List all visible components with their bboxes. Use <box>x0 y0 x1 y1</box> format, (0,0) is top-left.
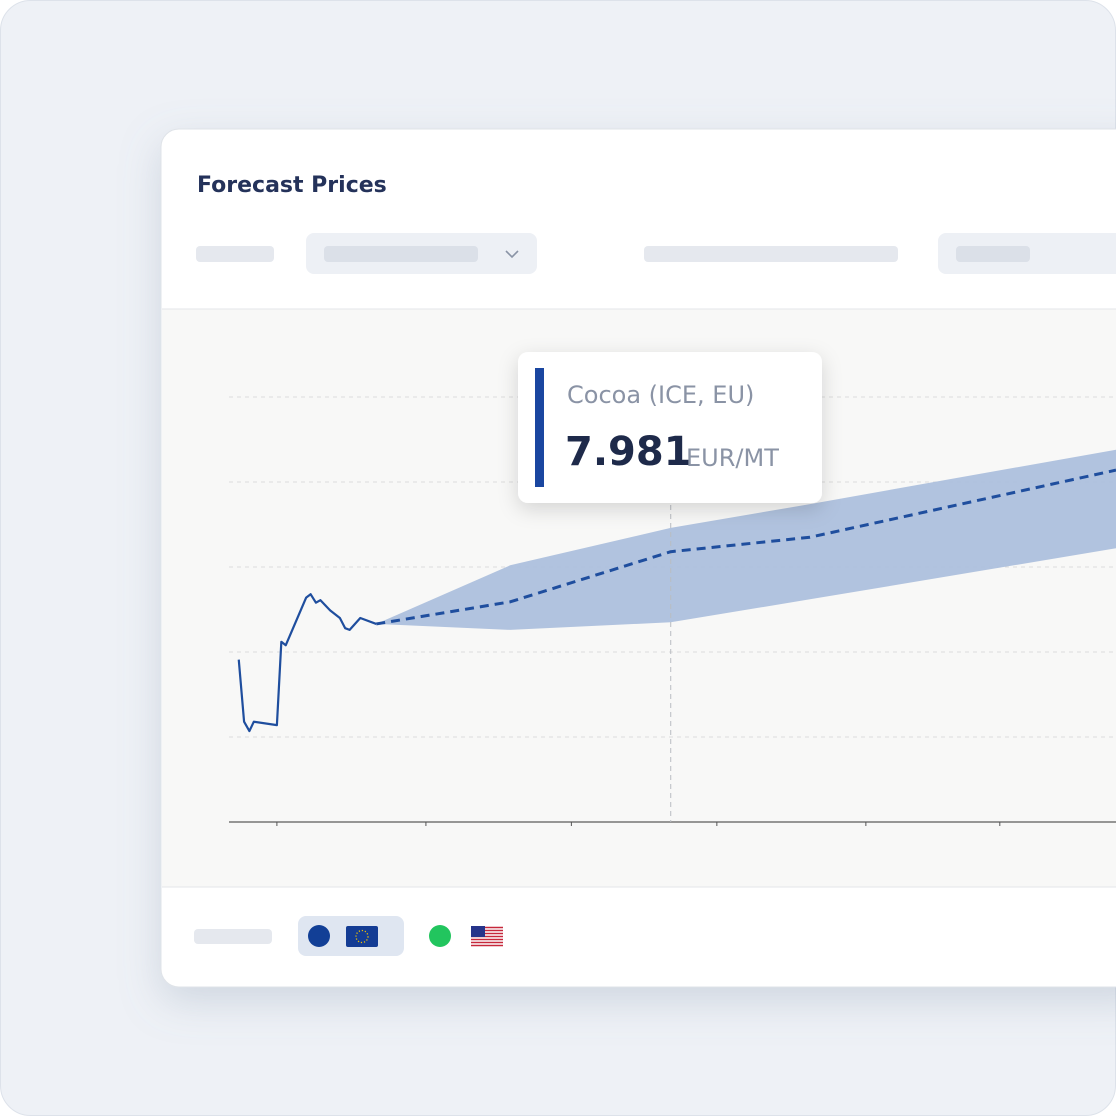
placeholder <box>196 246 274 262</box>
tooltip-shadow <box>518 352 822 503</box>
series-dot[interactable] <box>429 925 451 947</box>
tooltip-label: Cocoa (ICE, EU) <box>567 381 754 409</box>
eu-flag <box>346 926 378 947</box>
forecast-line <box>375 468 1116 626</box>
plot <box>229 352 1116 826</box>
placeholder <box>956 246 1030 262</box>
tooltip-unit: EUR/MT <box>686 444 779 472</box>
placeholder <box>324 246 478 262</box>
series-dot <box>308 925 330 947</box>
us-flag <box>471 926 503 947</box>
placeholder <box>194 929 272 944</box>
forecast-band <box>376 449 1116 630</box>
tooltip-accent <box>535 368 544 487</box>
tooltip-value: 7.981 <box>565 429 692 475</box>
placeholder <box>644 246 898 262</box>
card-title: Forecast Prices <box>197 173 387 198</box>
eu-stars <box>355 929 369 944</box>
chevron <box>505 250 519 259</box>
tooltip <box>518 352 822 503</box>
history-line <box>237 593 377 733</box>
